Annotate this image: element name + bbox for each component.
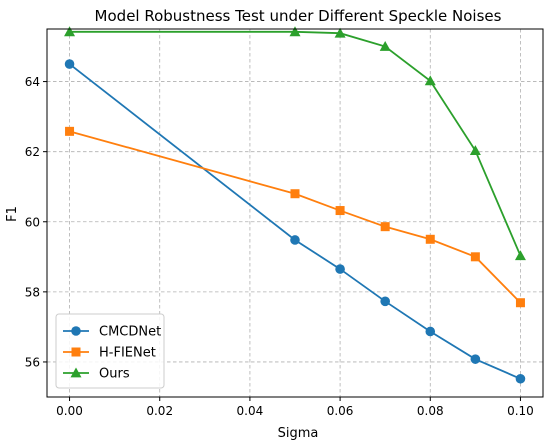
plot-area (46, 28, 544, 398)
h-fienet-point (65, 126, 75, 136)
ours-point (289, 26, 301, 37)
legend-label: H-FIENet (99, 346, 156, 361)
ours-point (379, 41, 391, 51)
series-h-fienet (65, 126, 525, 308)
cmcdnet-point (64, 59, 75, 69)
legend-swatch-marker (70, 367, 82, 378)
ours-line (69, 30, 522, 257)
x-tick-label: 0.02 (146, 404, 173, 418)
legend-item-ours: Ours (63, 367, 130, 382)
cmcdnet-point (380, 296, 390, 307)
cmcdnet-point (470, 354, 481, 364)
legend-item-cmcdnet: CMCDNet (63, 325, 161, 340)
x-tick-label: 0.06 (327, 404, 354, 418)
cmcdnet-point (290, 235, 300, 245)
ours-point (64, 26, 76, 37)
h-fienet-point (380, 222, 390, 232)
h-fienet-point (425, 234, 435, 244)
x-tick-label: 0.08 (417, 404, 444, 418)
y-axis: 56 58 60 62 64 (25, 75, 47, 369)
cmcdnet-point (515, 373, 526, 384)
chart-title: Model Robustness Test under Different Sp… (95, 7, 502, 25)
x-tick-label: 0.04 (237, 404, 264, 418)
y-tick-label: 64 (25, 75, 40, 89)
cmcdnet-point (425, 326, 436, 337)
h-fienet-point (515, 298, 525, 308)
cmcdnet-point (335, 264, 345, 274)
legend-swatch-marker (71, 326, 81, 336)
series-cmcdnet (64, 59, 526, 384)
series-layer (64, 26, 526, 384)
legend-label: Ours (99, 367, 130, 382)
y-tick-label: 56 (25, 355, 40, 369)
legend-box (55, 313, 165, 389)
x-tick-label: 0.10 (507, 404, 534, 418)
h-fienet-point (290, 189, 300, 199)
ours-point (469, 145, 481, 156)
x-tick-label: 0.00 (56, 404, 83, 418)
legend-item-h-fienet: H-FIENet (63, 346, 156, 361)
ours-point (514, 250, 526, 261)
h-fienet-line (69, 130, 522, 304)
legend: CMCDNet H-FIENet Ours (55, 313, 165, 389)
series-ours (64, 26, 526, 261)
x-axis: 0.00 0.02 0.04 0.06 0.08 0.10 (56, 397, 534, 418)
h-fienet-point (335, 206, 345, 216)
ours-point (334, 27, 346, 38)
h-fienet-point (470, 252, 480, 262)
x-axis-label: Sigma (278, 426, 319, 441)
legend-label: CMCDNet (99, 325, 161, 340)
y-tick-label: 62 (25, 145, 40, 159)
legend-swatch-marker (71, 347, 81, 357)
ours-point (424, 75, 436, 86)
y-axis-label: F1 (5, 206, 20, 222)
y-tick-label: 60 (25, 215, 40, 229)
y-tick-label: 58 (25, 285, 40, 299)
